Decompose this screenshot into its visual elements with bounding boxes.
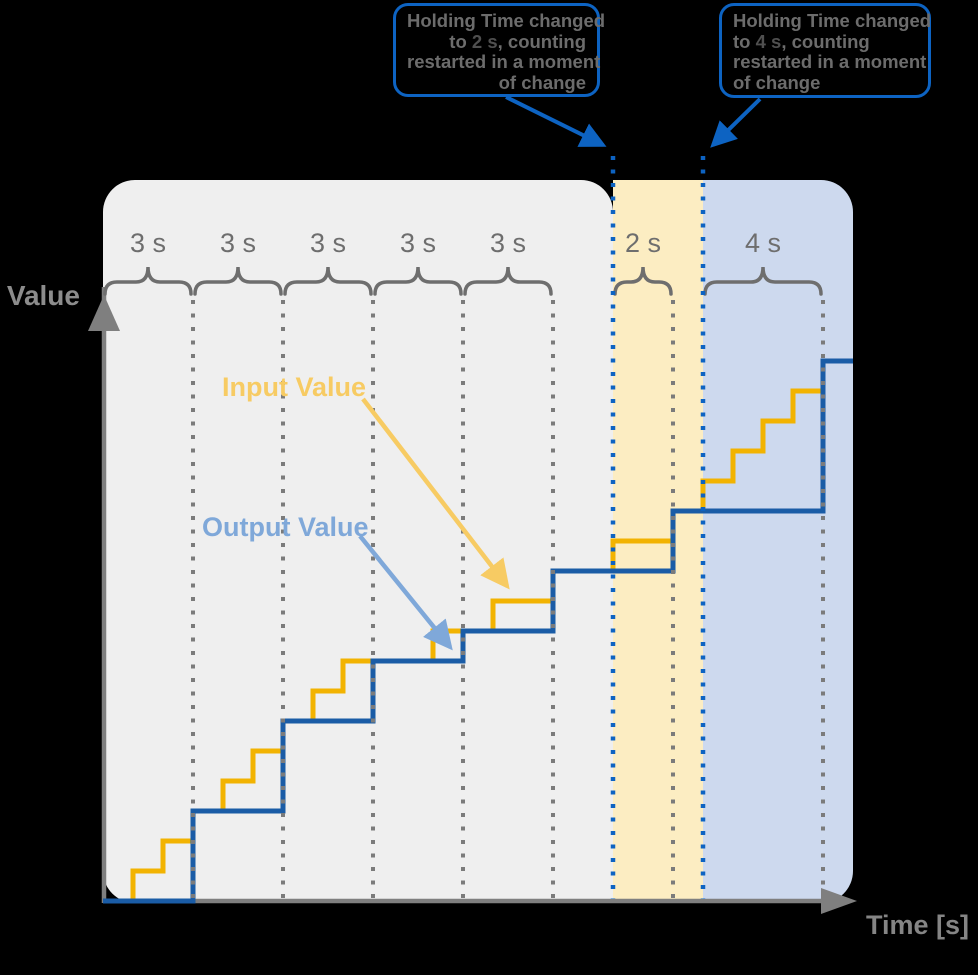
callout-holding-time-4s: Holding Time changed to 4 s, counting rest…: [719, 3, 931, 98]
x-axis-arrow-icon: [821, 888, 857, 914]
holding-time-label: 3 s: [219, 228, 257, 258]
holding-time-value: 4 s: [755, 30, 782, 52]
y-axis-arrow-icon: [88, 295, 120, 331]
callout-line: to 4 s, counting: [733, 30, 870, 52]
holding-time-label: 3 s: [489, 228, 527, 258]
holding-time-label: 2 s: [624, 228, 662, 258]
holding-4s-region-band: [703, 180, 853, 903]
input-label-arrow: [361, 397, 510, 590]
callout-line: of change: [498, 71, 586, 93]
output-value-step-line: [103, 358, 853, 904]
holding-time-label: 3 s: [309, 228, 347, 258]
interval-brace: [193, 266, 283, 296]
callout-line: Holding Time changed: [733, 10, 932, 31]
callout-holding-time-2s: Holding Time changed to 2 s, counting rest…: [393, 3, 606, 97]
input-value-label: Input Value: [222, 372, 367, 402]
output-value-label: Output Value: [202, 512, 369, 542]
holding-time-label: 4 s: [744, 228, 782, 258]
callout-line: Holding Time changed: [407, 10, 606, 31]
y-axis-label: Value: [6, 280, 80, 311]
callout-line: restarted in a moment: [407, 51, 601, 72]
callout-line: of change: [733, 71, 821, 93]
callout-line: restarted in a moment: [733, 51, 927, 72]
holding-time-value: 2 s: [471, 30, 498, 52]
interval-brace: [283, 266, 373, 296]
x-axis-label: Time [s]: [866, 910, 970, 940]
holding-3s-region-band: [103, 180, 613, 903]
interval-brace: [463, 266, 553, 296]
holding-time-label: 3 s: [399, 228, 437, 258]
callout-4s-arrow: [710, 97, 762, 148]
callout-line: to 2 s, counting: [449, 30, 586, 52]
interval-brace: [613, 266, 673, 296]
interval-brace: [373, 266, 463, 296]
holding-time-label: 3 s: [129, 228, 167, 258]
interval-brace: [703, 266, 823, 296]
callout-2s-arrow: [505, 95, 607, 147]
output-label-arrow: [358, 534, 453, 651]
interval-brace: [103, 266, 193, 296]
